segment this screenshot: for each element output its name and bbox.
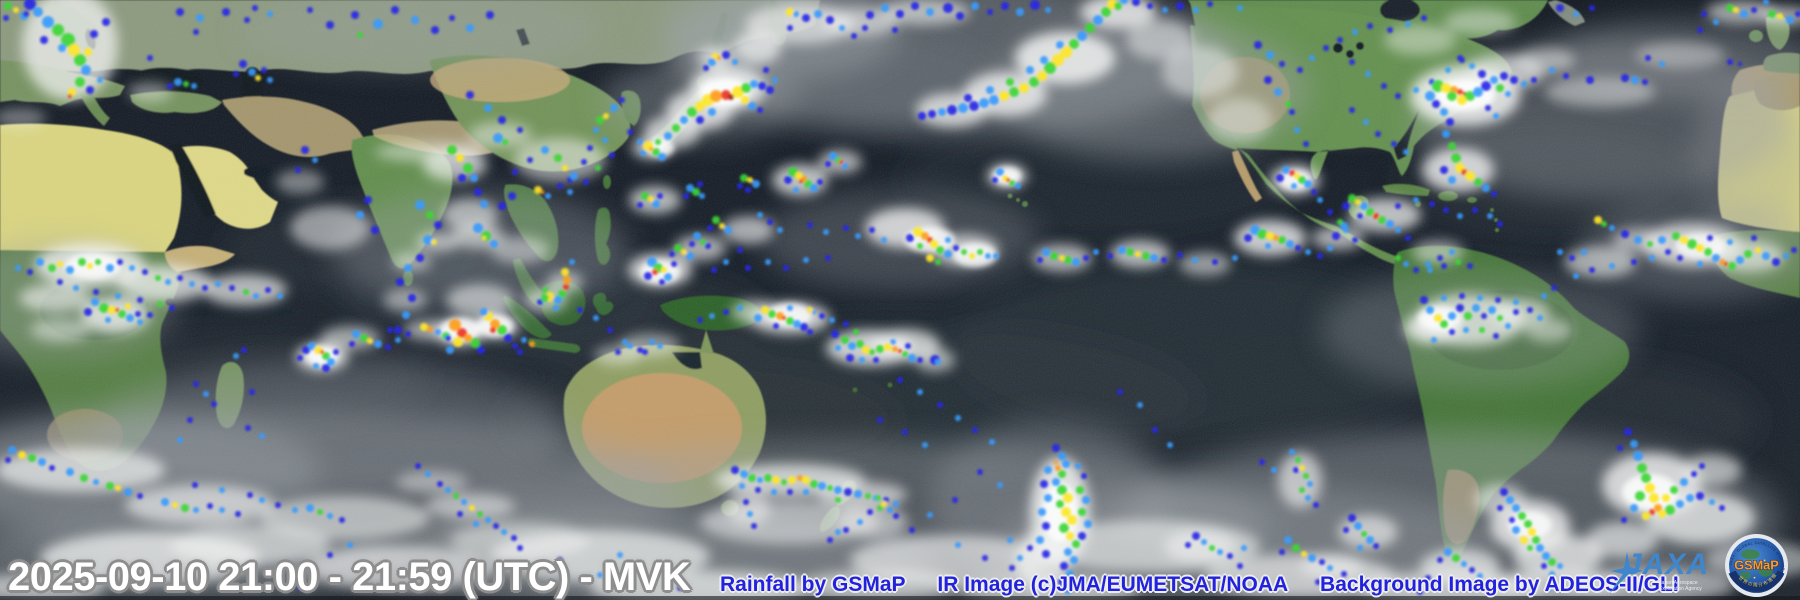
jaxa-logo-text: JAXA bbox=[1625, 548, 1709, 581]
credit-rainfall: Rainfall by GSMaP bbox=[720, 573, 906, 596]
credits-bar: Rainfall by GSMaP IR Image (c)JMA/EUMETS… bbox=[720, 573, 1679, 597]
gsmap-globe-city-dot-3 bbox=[1744, 562, 1747, 565]
gsmap-globe-city-dot-1 bbox=[1753, 576, 1756, 579]
jaxa-logo: JAXA Japan Aerospace Exploration Agency bbox=[1609, 548, 1709, 594]
timestamp-label: 2025-09-10 21:00 - 21:59 (UTC) - MVK bbox=[8, 555, 691, 599]
jaxa-star-icon bbox=[1609, 552, 1643, 594]
gsmap-center-text: GSMaP bbox=[1734, 559, 1779, 573]
gsmap-logo: JAXA - GLOBAL SATELLITE MAPPING OF PRECI… bbox=[1724, 533, 1788, 597]
credit-background-image: Background Image by ADEOS-II/GLI bbox=[1320, 573, 1679, 596]
gsmap-badge-bottom-band bbox=[1728, 570, 1785, 592]
credit-ir-image: IR Image (c)JMA/EUMETSAT/NOAA bbox=[937, 573, 1289, 596]
jaxa-subtext-line2: Exploration Agency bbox=[1659, 586, 1702, 592]
gsmap-globe-land-2 bbox=[1758, 566, 1773, 577]
gsmap-globe-city-dot-2 bbox=[1763, 559, 1766, 562]
gsmap-globe-land-1 bbox=[1741, 549, 1760, 560]
jaxa-subtext-line1: Japan Aerospace bbox=[1659, 580, 1698, 586]
map-bottom-edge bbox=[0, 596, 1800, 600]
gsmap-globe-land-3 bbox=[1739, 571, 1752, 580]
